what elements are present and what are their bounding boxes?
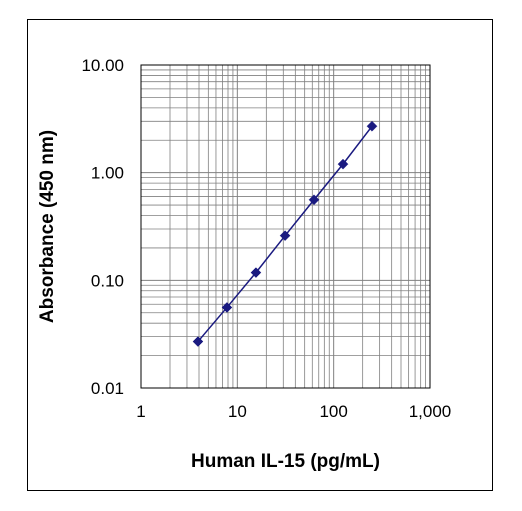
x-tick-label: 1 [136,402,145,421]
data-point [279,230,291,242]
y-tick-label: 10.00 [81,56,124,75]
y-axis-title: Absorbance (450 nm) [37,130,58,323]
data-point [308,194,320,206]
plot-area [140,64,431,389]
x-tick-label: 10 [228,402,247,421]
data-point [366,120,378,132]
data-point [250,267,262,278]
data-point [337,158,349,170]
data-series [192,120,378,347]
data-point [192,336,204,347]
x-tick-label: 100 [319,402,347,421]
grid-lines [141,65,430,388]
x-tick-label: 1,000 [409,402,452,421]
y-tick-label: 0.01 [91,379,124,398]
x-axis-title: Human IL-15 (pg/mL) [191,451,380,472]
y-tick-label: 1.00 [91,164,124,183]
data-point [221,302,233,313]
tick-labels: 1 10 100 1,000 0.01 0.10 1.00 10.00 [81,56,451,421]
y-tick-label: 0.10 [91,271,124,290]
